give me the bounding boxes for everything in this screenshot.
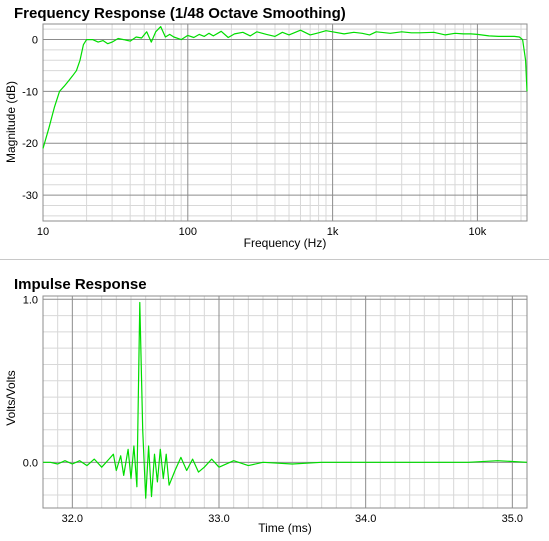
freq-series [42, 26, 528, 149]
freq-y-axis-label: Magnitude (dB) [4, 81, 18, 163]
x-tick-label: 32.0 [62, 513, 83, 525]
impulse-chart-title: Impulse Response [14, 276, 147, 293]
x-tick-label: 1k [327, 226, 339, 238]
imp-series [43, 301, 528, 499]
series-line-0 [43, 301, 528, 499]
freq-grid [42, 23, 528, 222]
y-tick-label: -10 [22, 86, 38, 98]
y-tick-label: 0.0 [23, 457, 38, 469]
imp-y-axis-label: Volts/Volts [4, 370, 18, 425]
y-tick-label: -30 [22, 190, 38, 202]
chart-divider [0, 259, 549, 260]
freq-tick-labels: 10 100 1k 10k 0 -10 -20 -30 [22, 35, 487, 238]
y-tick-label: 0 [32, 35, 38, 47]
freq-chart-title: Frequency Response (1/48 Octave Smoothin… [14, 5, 346, 22]
plot-frame [42, 23, 528, 222]
x-tick-label: 34.0 [355, 513, 376, 525]
plot-area [43, 296, 527, 508]
imp-x-axis-label: Time (ms) [258, 521, 312, 535]
imp-tick-labels: 32.0 33.0 34.0 35.0 1.0 0.0 [23, 294, 523, 525]
x-tick-label: 35.0 [502, 513, 523, 525]
series-line-0 [42, 26, 528, 149]
x-tick-label: 100 [179, 226, 197, 238]
freq-x-axis-label: Frequency (Hz) [244, 236, 327, 250]
y-tick-label: 1.0 [23, 294, 38, 306]
x-tick-label: 10k [469, 226, 487, 238]
x-tick-label: 10 [37, 226, 49, 238]
imp-grid [42, 295, 528, 509]
y-tick-label: -20 [22, 138, 38, 150]
x-tick-label: 33.0 [208, 513, 229, 525]
plot-frame [42, 295, 528, 509]
frequency-response-chart: 10 100 1k 10k 0 -10 -20 -30 Frequency (Hz) Magn… [4, 23, 528, 250]
